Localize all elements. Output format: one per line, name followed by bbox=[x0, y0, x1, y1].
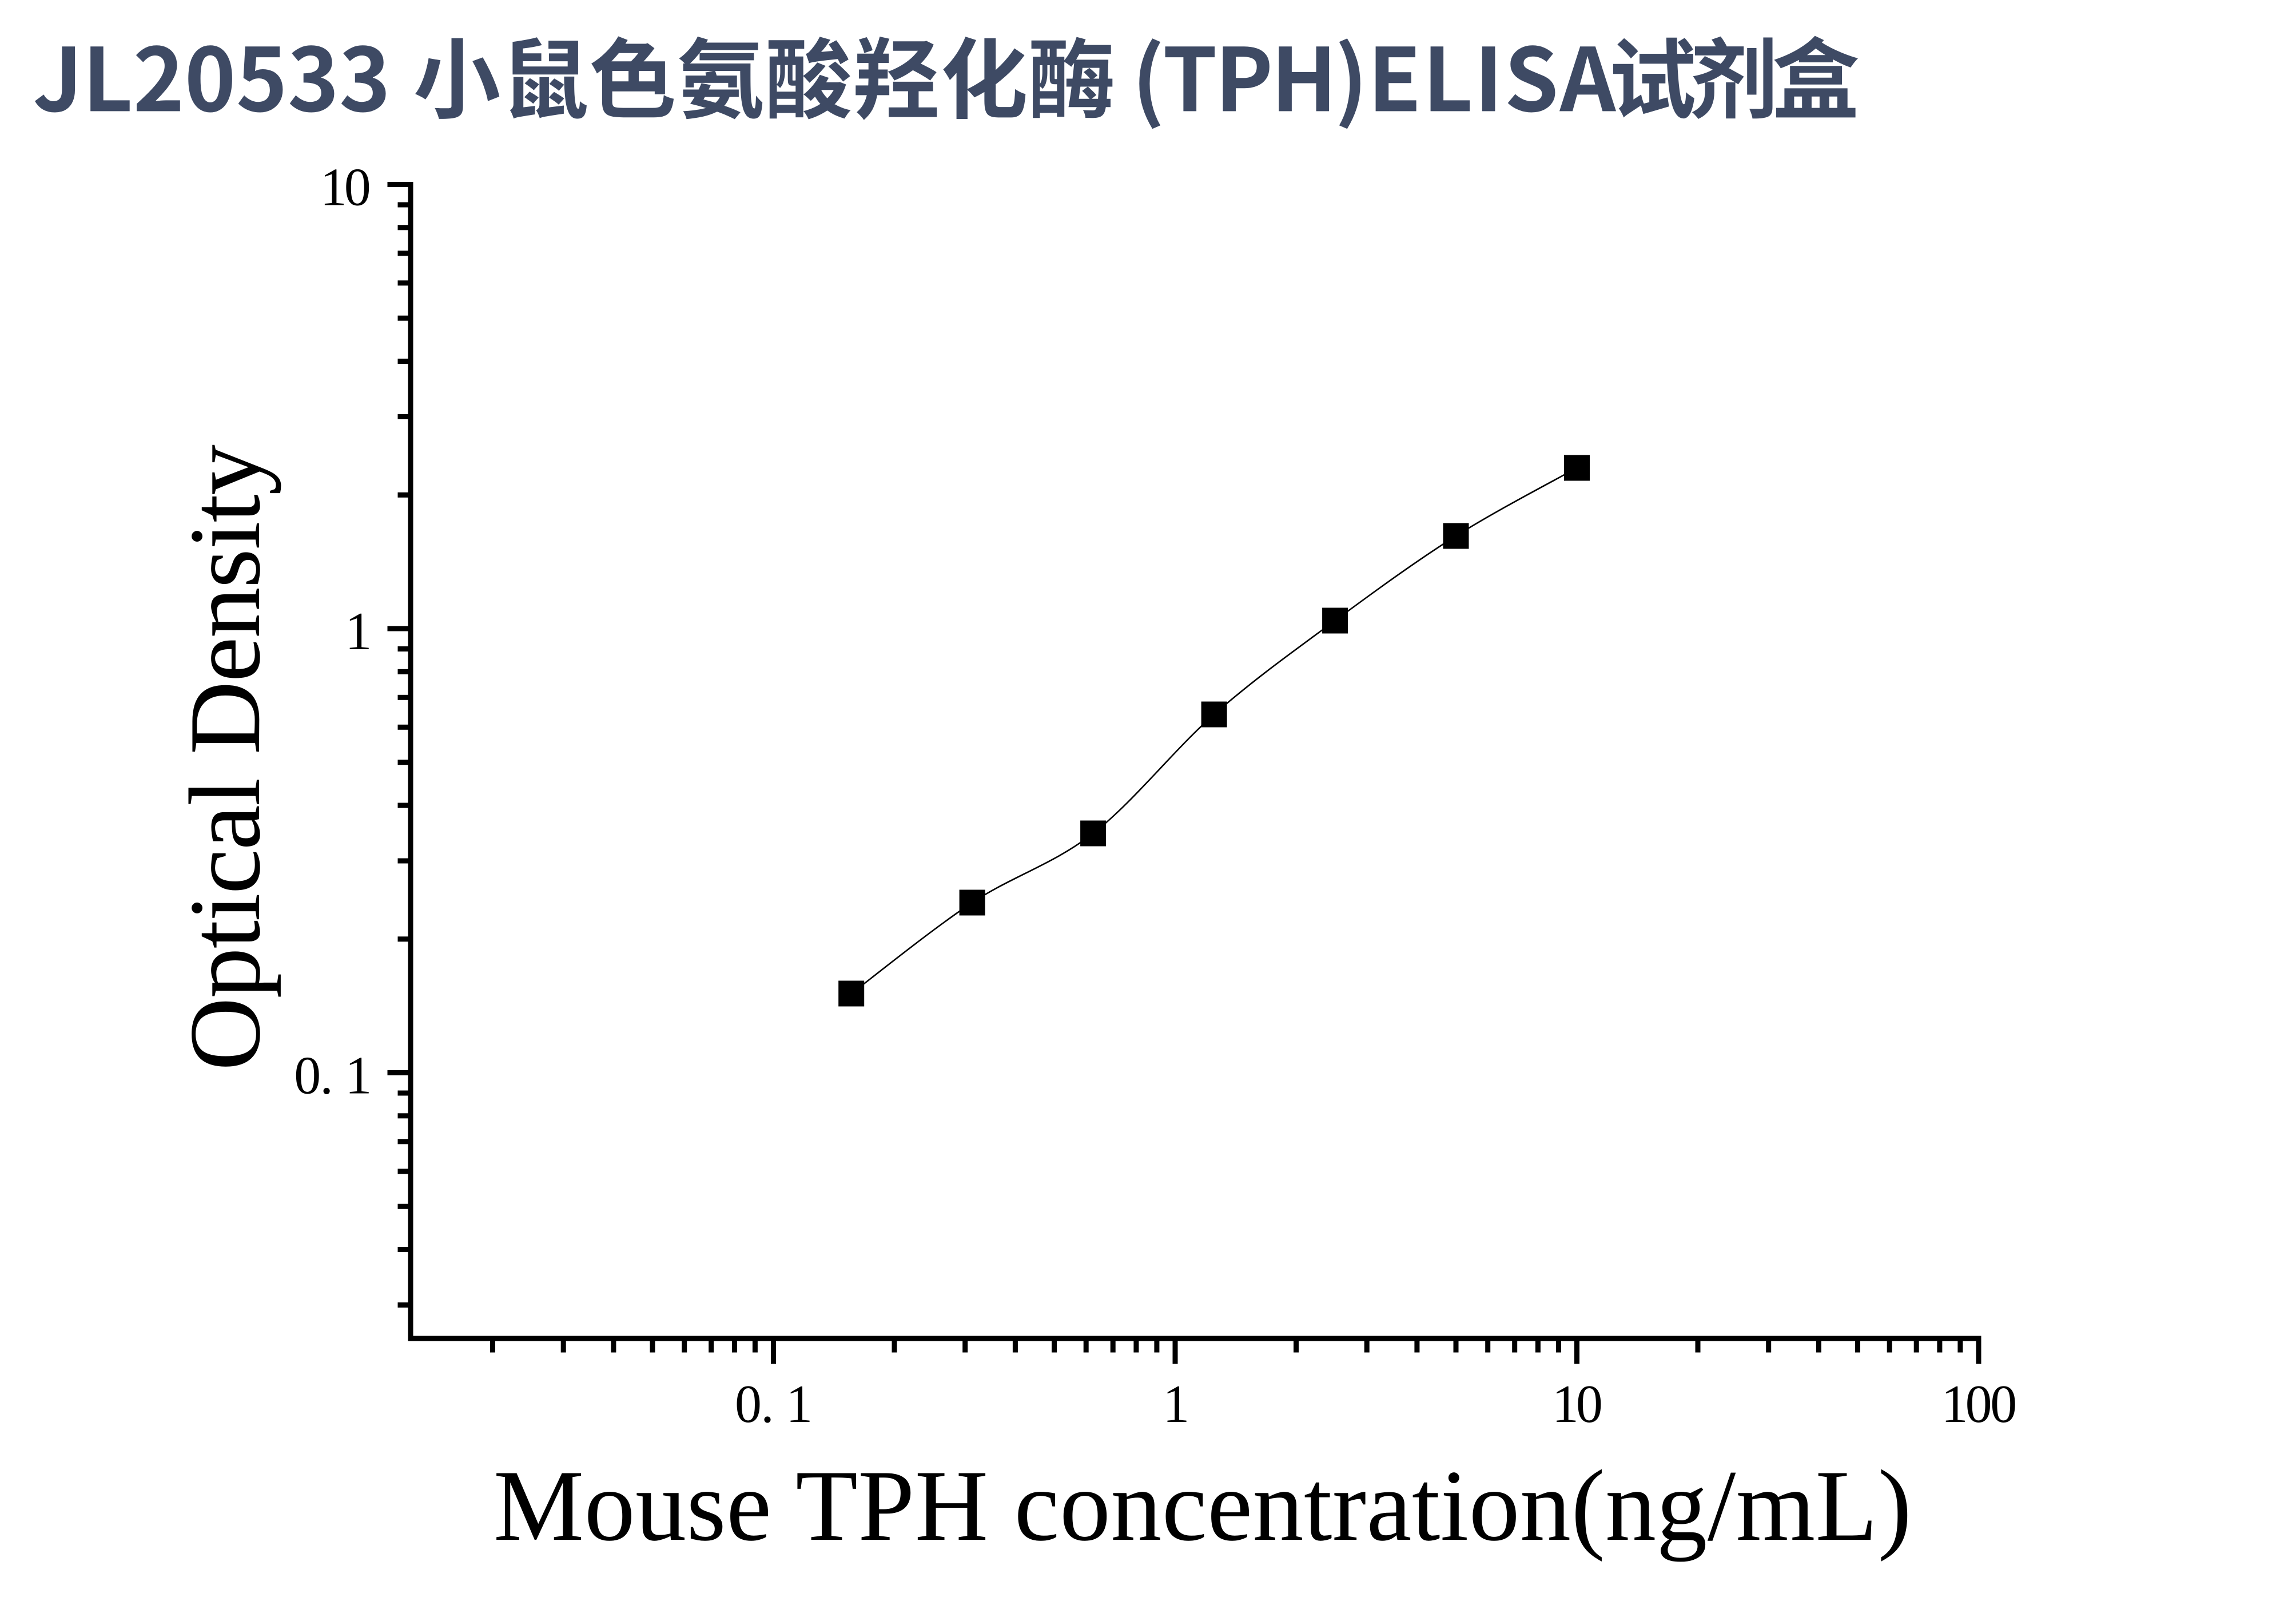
svg-text:1: 1 bbox=[1941, 1374, 1968, 1434]
svg-text:.: . bbox=[761, 1374, 774, 1434]
svg-text:0: 0 bbox=[344, 158, 371, 217]
svg-text:1: 1 bbox=[320, 158, 347, 217]
svg-text:0: 0 bbox=[294, 1046, 321, 1106]
svg-text:1: 1 bbox=[1163, 1374, 1189, 1434]
svg-text:1: 1 bbox=[345, 1046, 372, 1106]
svg-text:0: 0 bbox=[1965, 1374, 1992, 1434]
svg-text:1: 1 bbox=[1552, 1374, 1579, 1434]
svg-text:Mouse TPH concentration(ng/mL): Mouse TPH concentration(ng/mL) bbox=[494, 1449, 1912, 1562]
svg-text:.: . bbox=[320, 1046, 333, 1106]
svg-text:1: 1 bbox=[345, 602, 372, 661]
svg-text:1: 1 bbox=[786, 1374, 813, 1434]
svg-text:0: 0 bbox=[735, 1374, 762, 1434]
svg-text:0: 0 bbox=[1576, 1374, 1603, 1434]
svg-text:Optical Density: Optical Density bbox=[168, 444, 281, 1071]
svg-text:0: 0 bbox=[1990, 1374, 2017, 1434]
